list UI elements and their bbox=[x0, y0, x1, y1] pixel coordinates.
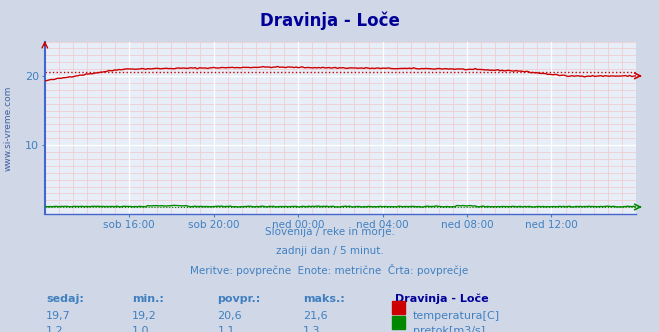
Text: Dravinja - Loče: Dravinja - Loče bbox=[395, 294, 489, 304]
Text: sedaj:: sedaj: bbox=[46, 294, 84, 304]
Text: Meritve: povprečne  Enote: metrične  Črta: povprečje: Meritve: povprečne Enote: metrične Črta:… bbox=[190, 264, 469, 276]
Text: temperatura[C]: temperatura[C] bbox=[413, 311, 500, 321]
Text: 1,3: 1,3 bbox=[303, 326, 321, 332]
Text: 20,6: 20,6 bbox=[217, 311, 242, 321]
Text: www.si-vreme.com: www.si-vreme.com bbox=[3, 85, 13, 171]
Text: maks.:: maks.: bbox=[303, 294, 345, 304]
Text: 19,7: 19,7 bbox=[46, 311, 71, 321]
Text: min.:: min.: bbox=[132, 294, 163, 304]
Text: povpr.:: povpr.: bbox=[217, 294, 261, 304]
Text: pretok[m3/s]: pretok[m3/s] bbox=[413, 326, 485, 332]
Text: 1,0: 1,0 bbox=[132, 326, 150, 332]
Text: 1,1: 1,1 bbox=[217, 326, 235, 332]
Text: 21,6: 21,6 bbox=[303, 311, 328, 321]
Text: Dravinja - Loče: Dravinja - Loče bbox=[260, 12, 399, 30]
Text: zadnji dan / 5 minut.: zadnji dan / 5 minut. bbox=[275, 246, 384, 256]
Text: 19,2: 19,2 bbox=[132, 311, 157, 321]
Text: 1,2: 1,2 bbox=[46, 326, 64, 332]
Text: Slovenija / reke in morje.: Slovenija / reke in morje. bbox=[264, 227, 395, 237]
